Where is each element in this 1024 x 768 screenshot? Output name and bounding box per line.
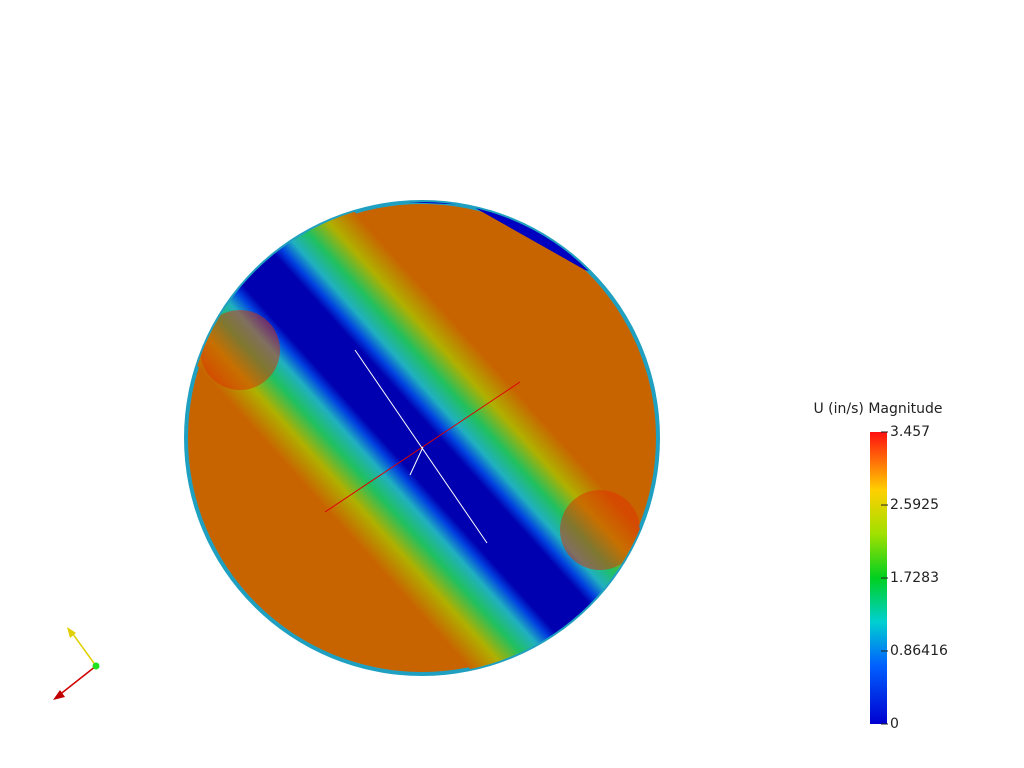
tick-label: 0.86416: [890, 643, 948, 659]
tick-label: 2.5925: [890, 497, 939, 513]
tick-label: 3.457: [890, 424, 930, 440]
disk-field: [184, 200, 660, 676]
color-legend: U (in/s) Magnitude 0 0.86416 1.7283 2.5925 3…: [813, 401, 947, 732]
color-legend-title: U (in/s) Magnitude: [813, 401, 942, 417]
tick-label: 1.7283: [890, 570, 939, 586]
orientation-axes: [53, 627, 100, 700]
tick-label: 0: [890, 716, 899, 732]
